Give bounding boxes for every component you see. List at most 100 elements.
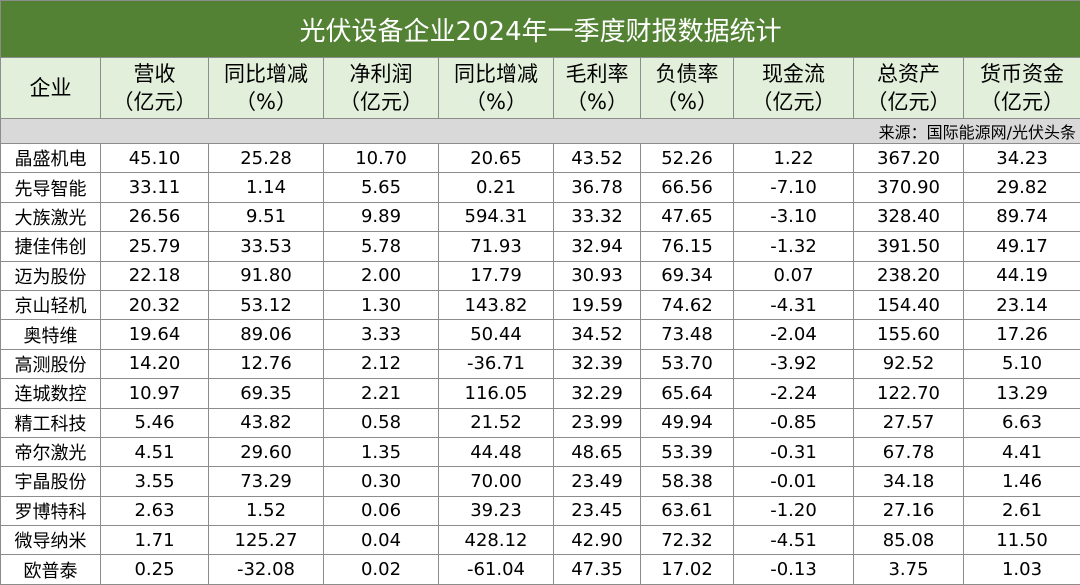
value-cell: 36.78 [553, 172, 641, 203]
header-cell: 现金流 （亿元） [733, 57, 854, 119]
data-row: 宇晶股份 3.55 73.29 0.30 70.00 23.49 58.38 -0.01 34.… [0, 466, 1080, 497]
value-cell: 45.10 [100, 142, 209, 174]
value-cell: 92.52 [853, 348, 964, 380]
value-cell: 49.17 [962, 231, 1080, 262]
value-cell: 4.41 [962, 436, 1080, 468]
value-cell: 428.12 [438, 525, 554, 556]
value-cell: 34.23 [962, 142, 1080, 174]
value-cell: 34.18 [853, 466, 964, 497]
value-cell: 73.29 [208, 466, 324, 497]
company-cell: 迈为股份 [0, 260, 101, 291]
value-cell: 23.14 [962, 289, 1080, 321]
value-cell: 63.61 [640, 495, 734, 527]
data-row: 欧普泰 0.25 -32.08 0.02 -61.04 47.35 17.02 -0.13 3.… [0, 554, 1080, 585]
value-cell: 76.15 [640, 231, 734, 262]
value-cell: -32.08 [208, 554, 324, 585]
value-cell: 1.30 [323, 289, 439, 321]
company-cell: 罗博特科 [0, 495, 101, 527]
header-unit: （%） [656, 90, 718, 114]
company-cell: 大族激光 [0, 201, 101, 233]
value-cell: 20.65 [438, 142, 554, 174]
value-cell: 89.74 [962, 201, 1080, 233]
value-cell: 71.93 [438, 231, 554, 262]
header-cell: 货币资金 （亿元） [962, 57, 1080, 119]
value-cell: 33.53 [208, 231, 324, 262]
value-cell: 370.90 [853, 172, 964, 203]
value-cell: 47.35 [553, 554, 641, 585]
value-cell: -0.85 [733, 407, 854, 438]
value-cell: 3.75 [853, 554, 964, 585]
data-row: 精工科技 5.46 43.82 0.58 21.52 23.99 49.94 -0.85 27.… [0, 407, 1080, 438]
header-unit: （%） [465, 90, 527, 114]
company-cell: 晶盛机电 [0, 142, 101, 174]
value-cell: 23.49 [553, 466, 641, 497]
value-cell: 122.70 [853, 378, 964, 409]
header-name: 毛利率 [565, 62, 629, 86]
value-cell: 89.06 [208, 319, 324, 350]
header-name: 净利润 [349, 62, 413, 86]
value-cell: 65.64 [640, 378, 734, 409]
header-cell: 同比增减 （%） [208, 57, 324, 119]
value-cell: 1.22 [733, 142, 854, 174]
header-unit: （亿元） [112, 90, 197, 114]
value-cell: 34.52 [553, 319, 641, 350]
value-cell: -4.51 [733, 525, 854, 556]
value-cell: 58.38 [640, 466, 734, 497]
value-cell: -36.71 [438, 348, 554, 380]
value-cell: 19.59 [553, 289, 641, 321]
value-cell: 1.52 [208, 495, 324, 527]
value-cell: 0.21 [438, 172, 554, 203]
value-cell: 48.65 [553, 436, 641, 468]
value-cell: 29.82 [962, 172, 1080, 203]
value-cell: 3.55 [100, 466, 209, 497]
value-cell: 367.20 [853, 142, 964, 174]
value-cell: 85.08 [853, 525, 964, 556]
value-cell: 67.78 [853, 436, 964, 468]
value-cell: 22.18 [100, 260, 209, 291]
value-cell: 26.56 [100, 201, 209, 233]
value-cell: -4.31 [733, 289, 854, 321]
company-cell: 欧普泰 [0, 554, 101, 585]
value-cell: 23.45 [553, 495, 641, 527]
value-cell: 0.02 [323, 554, 439, 585]
value-cell: 14.20 [100, 348, 209, 380]
value-cell: 25.28 [208, 142, 324, 174]
value-cell: 9.51 [208, 201, 324, 233]
value-cell: 25.79 [100, 231, 209, 262]
value-cell: 2.21 [323, 378, 439, 409]
data-row: 奥特维 19.64 89.06 3.33 50.44 34.52 73.48 -2.04 155… [0, 319, 1080, 350]
company-cell: 先导智能 [0, 172, 101, 203]
value-cell: 5.65 [323, 172, 439, 203]
value-cell: 52.26 [640, 142, 734, 174]
data-row: 罗博特科 2.63 1.52 0.06 39.23 23.45 63.61 -1.20 27.1… [0, 495, 1080, 527]
value-cell: -0.31 [733, 436, 854, 468]
source-note: 来源：国际能源网/光伏头条 [0, 118, 1080, 144]
value-cell: 155.60 [853, 319, 964, 350]
value-cell: 125.27 [208, 525, 324, 556]
value-cell: 2.00 [323, 260, 439, 291]
value-cell: 49.94 [640, 407, 734, 438]
value-cell: -3.10 [733, 201, 854, 233]
value-cell: 2.63 [100, 495, 209, 527]
value-cell: 50.44 [438, 319, 554, 350]
header-name: 同比增减 [454, 62, 538, 86]
data-row: 京山轻机 20.32 53.12 1.30 143.82 19.59 74.62 -4.31 1… [0, 289, 1080, 321]
value-cell: -61.04 [438, 554, 554, 585]
value-cell: 2.12 [323, 348, 439, 380]
header-name: 营收 [133, 62, 176, 86]
data-row: 高测股份 14.20 12.76 2.12 -36.71 32.39 53.70 -3.92 9… [0, 348, 1080, 380]
value-cell: 32.39 [553, 348, 641, 380]
data-row: 先导智能 33.11 1.14 5.65 0.21 36.78 66.56 -7.10 370.… [0, 172, 1080, 203]
data-row: 晶盛机电 45.10 25.28 10.70 20.65 43.52 52.26 1.22 36… [0, 142, 1080, 174]
value-cell: 5.46 [100, 407, 209, 438]
value-cell: 594.31 [438, 201, 554, 233]
value-cell: 10.97 [100, 378, 209, 409]
company-cell: 微导纳米 [0, 525, 101, 556]
value-cell: 0.25 [100, 554, 209, 585]
value-cell: 5.10 [962, 348, 1080, 380]
title-row: 光伏设备企业2024年一季度财报数据统计 [0, 0, 1080, 58]
header-cell: 营收 （亿元） [100, 57, 209, 119]
value-cell: 4.51 [100, 436, 209, 468]
value-cell: 17.02 [640, 554, 734, 585]
